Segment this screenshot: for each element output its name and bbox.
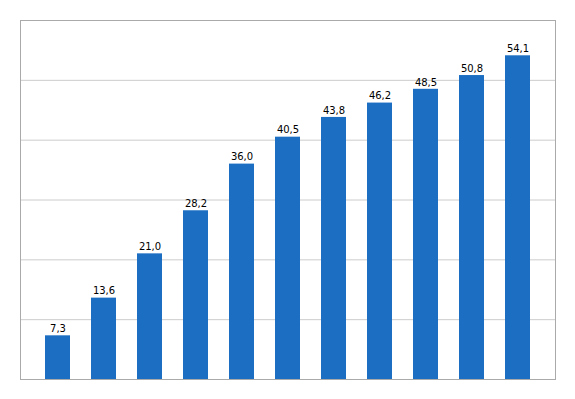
svg-text:21,0: 21,0: [139, 241, 161, 252]
svg-text:48,5: 48,5: [415, 77, 437, 88]
svg-text:28,2: 28,2: [185, 198, 207, 209]
svg-text:46,2: 46,2: [369, 90, 391, 101]
svg-text:43,8: 43,8: [323, 105, 345, 116]
svg-text:40,5: 40,5: [277, 124, 299, 135]
svg-text:7,3: 7,3: [50, 323, 66, 334]
svg-text:36,0: 36,0: [231, 151, 253, 162]
svg-text:50,8: 50,8: [461, 63, 483, 74]
svg-text:13,6: 13,6: [93, 285, 115, 296]
svg-text:54,1: 54,1: [507, 43, 529, 54]
